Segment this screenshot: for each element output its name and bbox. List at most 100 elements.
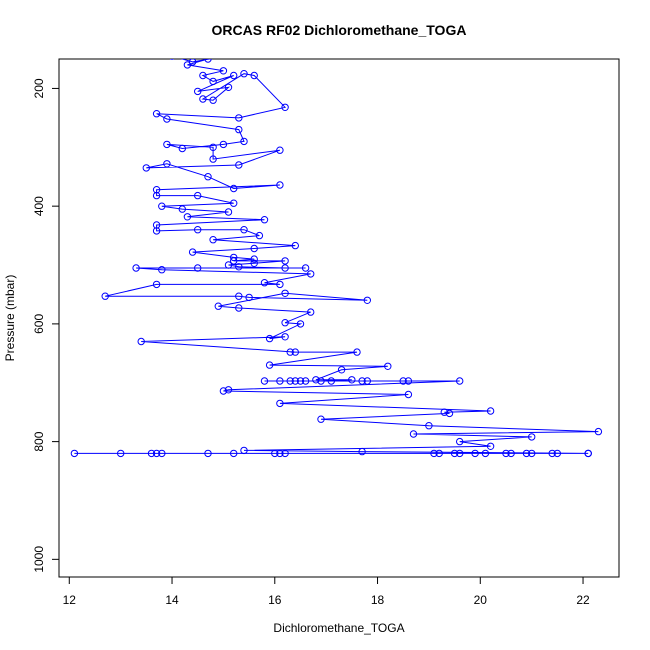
data-point — [163, 115, 171, 123]
data-point — [250, 255, 258, 263]
data-point — [230, 253, 238, 262]
data-point — [291, 377, 299, 385]
y-tick-label: 200 — [32, 78, 46, 98]
data-point — [286, 348, 294, 356]
data-point — [209, 155, 217, 163]
data-point — [312, 376, 320, 384]
data-point — [235, 304, 243, 312]
data-point — [409, 430, 418, 438]
data-point — [301, 264, 310, 272]
data-point — [281, 257, 289, 265]
y-tick-label: 600 — [32, 314, 46, 334]
data-point — [337, 366, 346, 374]
data-point — [224, 83, 233, 92]
data-point — [404, 390, 413, 399]
x-axis: 12 14 16 18 20 22 — [63, 576, 590, 607]
x-tick-label: 14 — [165, 593, 179, 607]
data-point — [276, 280, 284, 289]
data-point — [296, 377, 305, 385]
data-point — [435, 449, 443, 458]
y-tick-label: 800 — [32, 431, 46, 451]
x-tick-label: 20 — [474, 593, 488, 607]
data-point — [209, 236, 217, 244]
data-point — [353, 348, 361, 356]
data-point — [250, 244, 258, 253]
data-point — [507, 449, 515, 458]
y-axis: 200 400 600 800 1000 — [32, 78, 60, 573]
data-point — [281, 319, 289, 327]
x-tick-label: 16 — [268, 593, 282, 607]
data-point — [276, 399, 284, 408]
data-point — [456, 437, 464, 446]
data-point — [440, 408, 448, 416]
data-point — [358, 447, 366, 456]
data-point — [194, 191, 202, 200]
data-point — [219, 387, 228, 395]
data-point — [240, 446, 248, 455]
data-point — [147, 449, 156, 458]
x-tick-label: 22 — [576, 593, 590, 607]
data-point — [245, 293, 253, 302]
data-point — [209, 143, 217, 152]
data-point — [481, 449, 490, 458]
data-point — [450, 449, 459, 458]
data-point — [204, 449, 212, 458]
data-point — [235, 292, 243, 300]
data-point — [291, 348, 299, 356]
data-point — [528, 449, 536, 458]
data-point — [163, 140, 171, 149]
data-point — [281, 264, 289, 272]
data-point — [265, 334, 274, 343]
data-point — [250, 259, 258, 267]
data-point — [250, 71, 258, 80]
data-point — [399, 377, 407, 385]
data-point — [240, 70, 248, 78]
data-point — [169, 59, 175, 60]
data-point — [301, 377, 310, 385]
data-point — [502, 449, 510, 458]
data-point — [230, 184, 238, 193]
data-point — [231, 52, 237, 58]
data-point — [291, 241, 299, 250]
data-point — [215, 43, 221, 49]
data-point — [307, 308, 315, 316]
data-point — [204, 173, 212, 181]
data-point — [224, 261, 233, 269]
data-point — [456, 377, 464, 385]
data-point — [230, 199, 238, 207]
data-point — [425, 422, 433, 430]
data-point — [152, 191, 161, 200]
data-point — [348, 376, 356, 384]
data-point — [594, 427, 603, 436]
y-tick-label: 1000 — [32, 546, 46, 573]
data-point — [317, 415, 325, 423]
data-point — [224, 386, 233, 394]
data-point — [235, 114, 243, 122]
data-point — [486, 407, 495, 415]
data-point — [117, 449, 125, 458]
data-point — [522, 449, 531, 458]
plot-frame — [58, 58, 620, 578]
data-point — [281, 333, 289, 341]
data-point — [271, 449, 279, 458]
data-point — [199, 95, 207, 103]
data-point — [286, 377, 294, 385]
data-point — [199, 71, 207, 80]
data-point — [101, 292, 109, 300]
data-point — [142, 164, 151, 172]
y-axis-label: Pressure (mbar) — [3, 275, 17, 362]
data-point — [235, 161, 243, 169]
data-point — [471, 449, 479, 458]
series-line — [74, 59, 599, 454]
data-point — [178, 144, 187, 153]
y-tick-label: 400 — [32, 196, 46, 216]
data-point — [430, 449, 438, 458]
data-point — [230, 71, 238, 80]
data-point — [194, 226, 202, 234]
data-point — [214, 302, 223, 310]
data-point — [152, 227, 161, 235]
data-point — [230, 257, 238, 265]
data-point — [358, 377, 366, 385]
data-point — [584, 449, 592, 458]
